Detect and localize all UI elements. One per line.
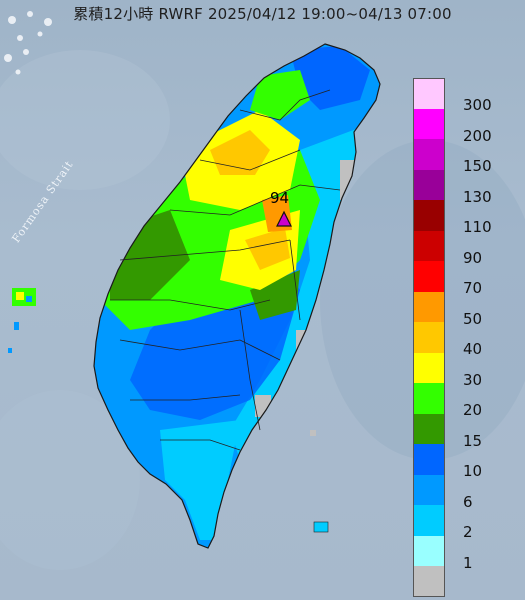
legend-label: 40 bbox=[463, 340, 483, 358]
legend-swatch bbox=[413, 291, 445, 322]
legend-label: 6 bbox=[463, 492, 473, 511]
legend-row: 2 bbox=[413, 505, 509, 541]
legend-swatch bbox=[413, 444, 445, 475]
legend-swatch bbox=[413, 322, 445, 353]
legend-swatch bbox=[413, 169, 445, 200]
legend-row: 90 bbox=[413, 230, 509, 267]
legend-row: 70 bbox=[413, 261, 509, 297]
legend-label: 50 bbox=[463, 309, 483, 328]
legend-label: 300 bbox=[463, 96, 492, 114]
legend-swatch bbox=[413, 505, 445, 536]
legend-row: 300 bbox=[413, 78, 509, 114]
legend-label: 150 bbox=[463, 157, 492, 175]
legend-row: 130 bbox=[413, 169, 509, 206]
cloud-patch bbox=[4, 11, 52, 75]
map-title: 累積12小時 RWRF 2025/04/12 19:00~04/13 07:00 bbox=[73, 5, 452, 23]
legend-swatch bbox=[413, 474, 445, 505]
legend-label: 200 bbox=[463, 126, 492, 145]
legend-swatch bbox=[413, 352, 445, 383]
penghu-islands bbox=[8, 288, 36, 353]
legend-label: 1 bbox=[463, 553, 473, 572]
legend-row: 110 bbox=[413, 200, 509, 236]
legend-swatch bbox=[413, 383, 445, 414]
legend-label: 90 bbox=[463, 248, 483, 267]
legend-swatch bbox=[413, 78, 445, 109]
legend-label: 10 bbox=[463, 462, 483, 480]
legend-label: 2 bbox=[463, 523, 473, 541]
legend-row: 1 bbox=[413, 535, 509, 572]
legend-swatch bbox=[413, 413, 445, 444]
county-boundaries bbox=[110, 89, 341, 451]
legend-row: 150 bbox=[413, 139, 509, 175]
legend-label: 30 bbox=[463, 370, 483, 389]
legend-swatch bbox=[413, 535, 445, 566]
legend-label: 70 bbox=[463, 279, 483, 297]
legend-row bbox=[413, 566, 509, 597]
legend-row: 15 bbox=[413, 413, 509, 450]
legend-swatch bbox=[413, 108, 445, 139]
legend-row: 20 bbox=[413, 383, 509, 419]
legend-label: 20 bbox=[463, 401, 483, 419]
legend-swatch bbox=[413, 139, 445, 170]
legend-swatch bbox=[413, 261, 445, 292]
legend-row: 6 bbox=[413, 474, 509, 511]
taiwan-coastline bbox=[93, 43, 381, 549]
legend-row: 200 bbox=[413, 108, 509, 145]
legend-row: 50 bbox=[413, 291, 509, 328]
legend-row: 10 bbox=[413, 444, 509, 480]
max-rainfall-value: 94 bbox=[270, 189, 290, 207]
max-rainfall-marker bbox=[276, 210, 292, 227]
legend-label: 15 bbox=[463, 431, 483, 450]
orchid-island bbox=[310, 430, 329, 533]
legend-swatch bbox=[413, 566, 445, 597]
legend-swatch bbox=[413, 230, 445, 261]
legend-swatch bbox=[413, 200, 445, 231]
rainfall-legend: 300 200 150 130 110 90 70 50 40 30 20 15… bbox=[413, 78, 509, 597]
legend-row: 40 bbox=[413, 322, 509, 358]
legend-label: 110 bbox=[463, 218, 492, 236]
legend-row: 30 bbox=[413, 352, 509, 389]
legend-label: 130 bbox=[463, 187, 492, 206]
